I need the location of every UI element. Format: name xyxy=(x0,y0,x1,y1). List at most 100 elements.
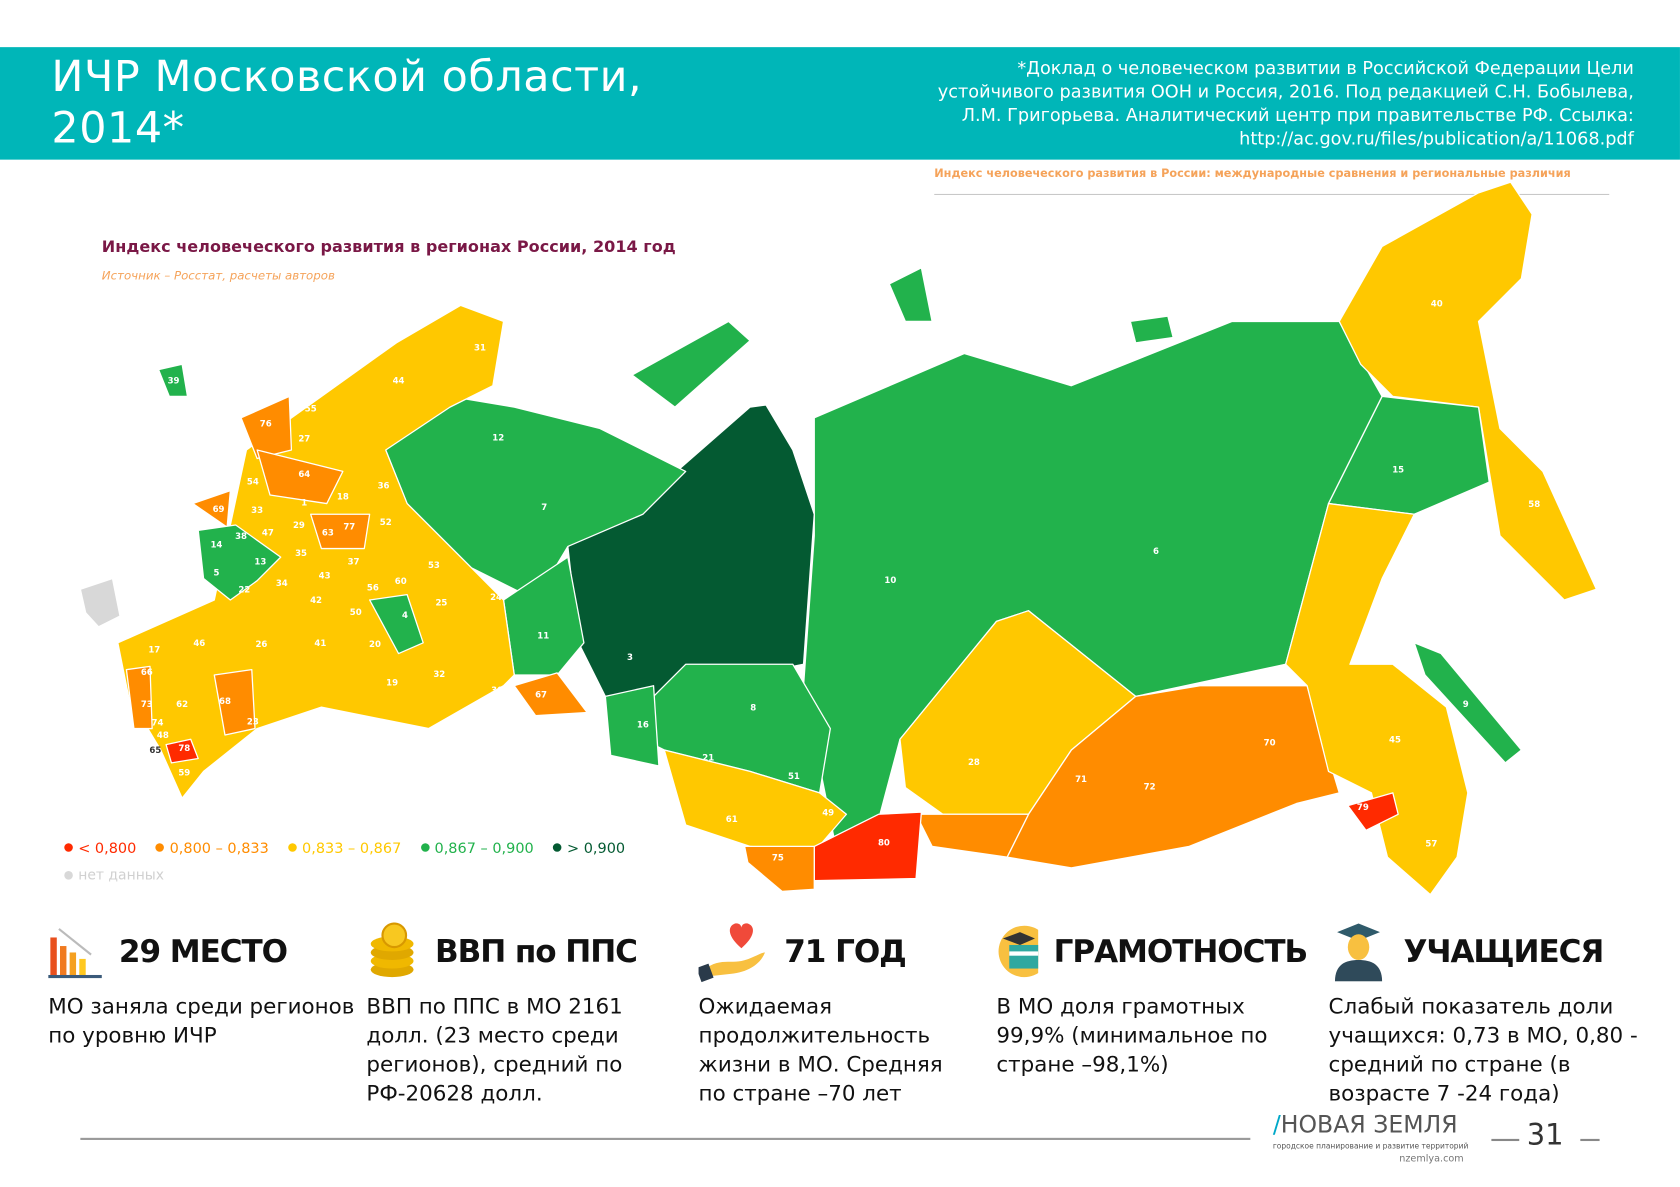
region-label: 60 xyxy=(395,577,407,587)
region-label: 46 xyxy=(193,639,205,649)
legend-item: 0,800 – 0,833 xyxy=(155,840,269,857)
title-line-2: 2014* xyxy=(51,103,185,154)
header-band xyxy=(0,47,1680,160)
region-label: 31 xyxy=(474,343,486,353)
legend-swatch xyxy=(553,843,562,852)
region-label: 52 xyxy=(380,518,392,528)
region-label: 72 xyxy=(1144,783,1156,793)
region-label: 57 xyxy=(1425,839,1437,849)
region-label: 3 xyxy=(627,653,633,663)
stat-text: Слабый показатель доли учащихся: 0,73 в … xyxy=(1328,993,1638,1106)
map-region xyxy=(240,395,293,460)
region-label: 22 xyxy=(238,585,250,595)
region-label: 7 xyxy=(541,503,547,513)
region-label: 20 xyxy=(369,640,381,650)
region-label: 24 xyxy=(490,593,502,603)
legend-item: > 0,900 xyxy=(553,840,625,857)
region-label: 56 xyxy=(367,583,379,593)
region-label: 55 xyxy=(305,404,317,414)
map-region xyxy=(310,513,371,550)
region-label: 54 xyxy=(247,477,259,487)
region-label: 70 xyxy=(1264,739,1276,749)
region-label: 32 xyxy=(433,670,445,680)
map-region xyxy=(213,668,256,736)
region-label: 49 xyxy=(822,808,834,818)
stat-rank: 29 МЕСТО МО заняла среди регионов по уро… xyxy=(48,921,359,1050)
stat-text: ВВП по ППС в МО 2161 долл. (23 место сре… xyxy=(366,993,623,1106)
map-region xyxy=(197,524,282,601)
region-label: 51 xyxy=(788,772,800,782)
region-label: 69 xyxy=(213,505,225,515)
logo-slash: / xyxy=(1272,1112,1281,1139)
map-title: Индекс человеческого развития в регионах… xyxy=(101,236,676,257)
region-label: 68 xyxy=(219,697,231,707)
region-label: 66 xyxy=(141,668,153,678)
logo-subtitle: городское планирование и развитие террит… xyxy=(1272,1142,1469,1151)
region-label: 9 xyxy=(1463,700,1469,710)
map-region xyxy=(663,749,848,853)
region-label: 53 xyxy=(428,561,440,571)
region-label: 77 xyxy=(343,522,355,532)
region-label: 39 xyxy=(168,377,180,387)
report-subheading: Индекс человеческого развития в России: … xyxy=(934,167,1571,180)
stat-text: Ожидаемая продолжительность жизни в МО. … xyxy=(698,993,943,1106)
legend-nodata: нет данных xyxy=(64,868,164,884)
region-label: 33 xyxy=(251,506,263,516)
map-region xyxy=(1285,502,1469,896)
map-region xyxy=(1129,315,1174,344)
title-line-1: ИЧР Московской области, xyxy=(51,52,643,102)
region-label: 8 xyxy=(750,703,756,713)
legend-swatch xyxy=(64,843,73,852)
region-label: 78 xyxy=(178,744,190,754)
region-label: 25 xyxy=(435,598,447,608)
page-title: ИЧР Московской области, 2014* xyxy=(51,51,642,154)
region-label: 15 xyxy=(1392,465,1404,475)
region-label: 18 xyxy=(337,492,349,502)
stat-title: ВВП по ППС xyxy=(434,933,638,970)
region-label: 63 xyxy=(322,529,334,539)
region-label: 19 xyxy=(386,679,398,689)
divider xyxy=(934,193,1610,195)
region-label: 27 xyxy=(298,434,310,444)
region-label: 12 xyxy=(492,433,504,443)
region-label: 34 xyxy=(276,579,288,589)
region-label: 38 xyxy=(235,532,247,542)
map-region xyxy=(1006,685,1340,869)
region-label: 21 xyxy=(702,754,714,764)
map-region xyxy=(165,738,199,764)
stat-text: В МО доля грамотных 99,9% (минимальное п… xyxy=(996,993,1268,1077)
region-label: 58 xyxy=(1528,500,1540,510)
legend-item: < 0,800 xyxy=(64,840,136,857)
region-label: 48 xyxy=(157,731,169,741)
map-region xyxy=(604,685,660,767)
region-label: 10 xyxy=(884,576,896,586)
legend-label: < 0,800 xyxy=(78,839,137,858)
page-dash xyxy=(1491,1138,1520,1142)
map-region xyxy=(888,267,933,323)
legend-label: 0,833 – 0,867 xyxy=(302,839,402,858)
region-label: 76 xyxy=(260,419,272,429)
coins-icon xyxy=(370,922,414,978)
region-label: 35 xyxy=(295,549,307,559)
logo: /НОВАЯ ЗЕМЛЯ xyxy=(1273,1112,1458,1139)
legend-label: > 0,900 xyxy=(566,839,626,858)
legend-swatch xyxy=(288,843,297,852)
citation: *Доклад о человеческом развитии в Россий… xyxy=(937,57,1634,149)
map-region xyxy=(513,672,588,717)
page-number: 31 xyxy=(1526,1118,1564,1152)
region-label: 11 xyxy=(537,632,549,642)
region-label: 36 xyxy=(378,482,390,492)
legend-item: 0,867 – 0,900 xyxy=(420,840,534,857)
map-region xyxy=(1347,792,1399,831)
map-region xyxy=(192,490,231,528)
map-source: Источник – Росстат, расчеты авторов xyxy=(101,268,335,283)
legend-item: 0,833 – 0,867 xyxy=(288,840,401,857)
region-label: 67 xyxy=(535,690,547,700)
region-label: 43 xyxy=(319,572,331,582)
region-label: 41 xyxy=(314,639,326,649)
student-icon xyxy=(1334,923,1383,982)
region-label: 37 xyxy=(348,558,360,568)
stat-life: 71 ГОД Ожидаемая продолжительность жизни… xyxy=(698,921,967,1107)
heart-hand-icon xyxy=(698,923,765,983)
